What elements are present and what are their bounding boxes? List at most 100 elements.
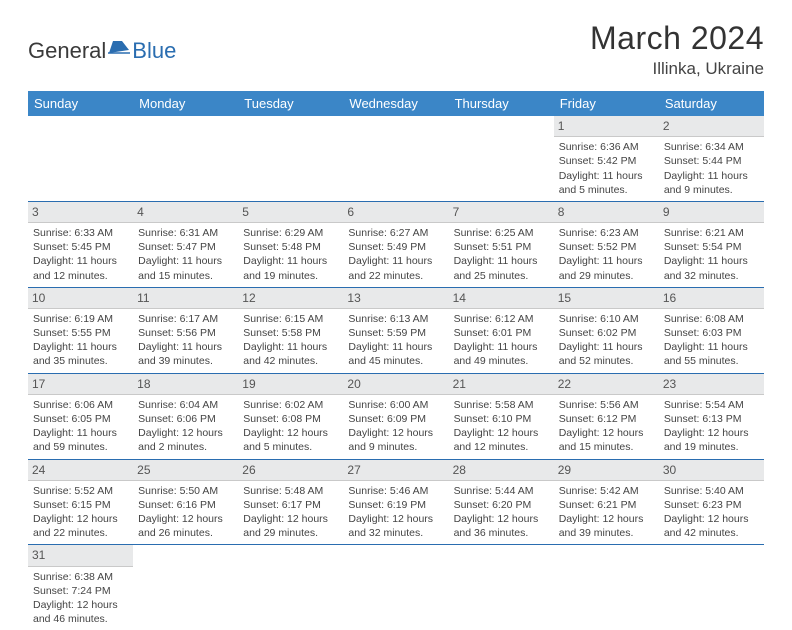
weekday-header: Thursday [449, 91, 554, 116]
day-number: 17 [28, 374, 133, 395]
page-header: General Blue March 2024 Illinka, Ukraine [28, 20, 764, 79]
day-number: 31 [28, 545, 133, 566]
day-number: 16 [659, 288, 764, 309]
daylight2-text: and 15 minutes. [559, 440, 654, 454]
daylight1-text: Daylight: 12 hours [348, 426, 443, 440]
sunrise-text: Sunrise: 6:36 AM [559, 140, 654, 154]
day-number: 8 [554, 202, 659, 223]
daylight1-text: Daylight: 12 hours [33, 512, 128, 526]
daylight2-text: and 5 minutes. [559, 183, 654, 197]
calendar-cell: 22 Sunrise: 5:56 AMSunset: 6:12 PMDayligh… [554, 373, 659, 459]
sunset-text: Sunset: 6:13 PM [664, 412, 759, 426]
daylight1-text: Daylight: 11 hours [664, 254, 759, 268]
sunrise-text: Sunrise: 6:04 AM [138, 398, 233, 412]
sunset-text: Sunset: 6:23 PM [664, 498, 759, 512]
day-number: 26 [238, 460, 343, 481]
calendar-row: 31Sunrise: 6:38 AMSunset: 7:24 PMDayligh… [28, 545, 764, 630]
daylight2-text: and 45 minutes. [348, 354, 443, 368]
sunset-text: Sunset: 6:10 PM [454, 412, 549, 426]
daylight2-text: and 25 minutes. [454, 269, 549, 283]
sunrise-text: Sunrise: 6:06 AM [33, 398, 128, 412]
daylight2-text: and 42 minutes. [243, 354, 338, 368]
sunset-text: Sunset: 7:24 PM [33, 584, 128, 598]
sunrise-text: Sunrise: 5:40 AM [664, 484, 759, 498]
sunrise-text: Sunrise: 6:21 AM [664, 226, 759, 240]
day-number: 1 [554, 116, 659, 137]
weekday-header: Tuesday [238, 91, 343, 116]
sunset-text: Sunset: 5:52 PM [559, 240, 654, 254]
daylight1-text: Daylight: 11 hours [559, 169, 654, 183]
calendar-cell [238, 116, 343, 201]
sunset-text: Sunset: 6:12 PM [559, 412, 654, 426]
daylight1-text: Daylight: 12 hours [559, 426, 654, 440]
calendar-cell [238, 545, 343, 630]
sunrise-text: Sunrise: 5:58 AM [454, 398, 549, 412]
day-number: 7 [449, 202, 554, 223]
sunset-text: Sunset: 5:47 PM [138, 240, 233, 254]
daylight1-text: Daylight: 11 hours [664, 169, 759, 183]
day-number: 14 [449, 288, 554, 309]
brand-text-1: General [28, 38, 106, 64]
sunrise-text: Sunrise: 6:33 AM [33, 226, 128, 240]
calendar-row: 24Sunrise: 5:52 AMSunset: 6:15 PMDayligh… [28, 459, 764, 545]
day-number: 22 [554, 374, 659, 395]
daylight2-text: and 15 minutes. [138, 269, 233, 283]
sunrise-text: Sunrise: 5:52 AM [33, 484, 128, 498]
daylight1-text: Daylight: 12 hours [454, 426, 549, 440]
daylight1-text: Daylight: 11 hours [664, 340, 759, 354]
sunset-text: Sunset: 6:05 PM [33, 412, 128, 426]
calendar-cell [554, 545, 659, 630]
sunrise-text: Sunrise: 6:38 AM [33, 570, 128, 584]
sunset-text: Sunset: 6:01 PM [454, 326, 549, 340]
calendar-cell: 26Sunrise: 5:48 AMSunset: 6:17 PMDayligh… [238, 459, 343, 545]
sunrise-text: Sunrise: 6:10 AM [559, 312, 654, 326]
daylight2-text: and 39 minutes. [138, 354, 233, 368]
sunrise-text: Sunrise: 6:23 AM [559, 226, 654, 240]
daylight1-text: Daylight: 11 hours [348, 254, 443, 268]
calendar-cell [449, 545, 554, 630]
sunrise-text: Sunrise: 6:02 AM [243, 398, 338, 412]
sunrise-text: Sunrise: 6:19 AM [33, 312, 128, 326]
flag-icon [108, 39, 130, 55]
sunrise-text: Sunrise: 6:00 AM [348, 398, 443, 412]
daylight2-text: and 12 minutes. [454, 440, 549, 454]
calendar-cell: 15Sunrise: 6:10 AMSunset: 6:02 PMDayligh… [554, 287, 659, 373]
calendar-cell: 17 Sunrise: 6:06 AMSunset: 6:05 PMDayligh… [28, 373, 133, 459]
daylight2-text: and 19 minutes. [243, 269, 338, 283]
calendar-cell: 29Sunrise: 5:42 AMSunset: 6:21 PMDayligh… [554, 459, 659, 545]
sunrise-text: Sunrise: 5:56 AM [559, 398, 654, 412]
daylight2-text: and 2 minutes. [138, 440, 233, 454]
daylight2-text: and 59 minutes. [33, 440, 128, 454]
sunset-text: Sunset: 6:09 PM [348, 412, 443, 426]
day-number: 25 [133, 460, 238, 481]
calendar-cell [343, 116, 448, 201]
day-number: 6 [343, 202, 448, 223]
daylight2-text: and 22 minutes. [33, 526, 128, 540]
daylight1-text: Daylight: 11 hours [33, 340, 128, 354]
daylight1-text: Daylight: 12 hours [559, 512, 654, 526]
sunset-text: Sunset: 6:03 PM [664, 326, 759, 340]
sunset-text: Sunset: 6:20 PM [454, 498, 549, 512]
daylight2-text: and 42 minutes. [664, 526, 759, 540]
calendar-cell: 5Sunrise: 6:29 AMSunset: 5:48 PMDaylight… [238, 201, 343, 287]
daylight2-text: and 39 minutes. [559, 526, 654, 540]
day-number: 15 [554, 288, 659, 309]
calendar-cell: 12Sunrise: 6:15 AMSunset: 5:58 PMDayligh… [238, 287, 343, 373]
sunset-text: Sunset: 5:49 PM [348, 240, 443, 254]
sunrise-text: Sunrise: 6:34 AM [664, 140, 759, 154]
daylight1-text: Daylight: 11 hours [348, 340, 443, 354]
sunset-text: Sunset: 5:56 PM [138, 326, 233, 340]
calendar-cell [343, 545, 448, 630]
calendar-cell: 18Sunrise: 6:04 AMSunset: 6:06 PMDayligh… [133, 373, 238, 459]
location-label: Illinka, Ukraine [590, 59, 764, 79]
day-number: 5 [238, 202, 343, 223]
calendar-cell: 9Sunrise: 6:21 AMSunset: 5:54 PMDaylight… [659, 201, 764, 287]
daylight1-text: Daylight: 11 hours [33, 426, 128, 440]
day-number: 2 [659, 116, 764, 137]
calendar-cell: 14Sunrise: 6:12 AMSunset: 6:01 PMDayligh… [449, 287, 554, 373]
calendar-head: SundayMondayTuesdayWednesdayThursdayFrid… [28, 91, 764, 116]
daylight1-text: Daylight: 11 hours [243, 340, 338, 354]
weekday-header: Friday [554, 91, 659, 116]
sunrise-text: Sunrise: 5:48 AM [243, 484, 338, 498]
calendar-cell [449, 116, 554, 201]
